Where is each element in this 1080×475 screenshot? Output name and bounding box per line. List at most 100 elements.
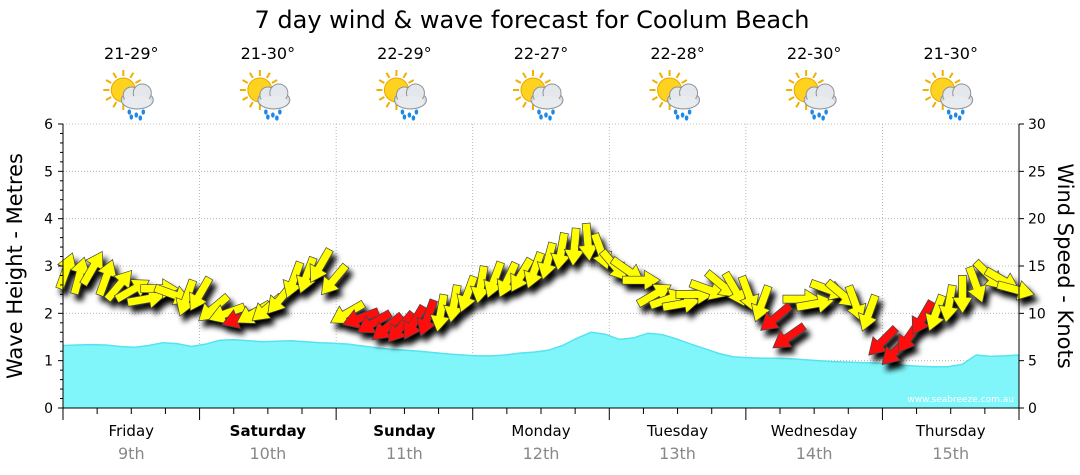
- y-left-tick-label: 3: [44, 259, 53, 275]
- sun-cloud-rain-icon: [239, 70, 291, 121]
- day-date-label: 15th: [932, 444, 969, 463]
- day-date-label: 12th: [523, 444, 560, 463]
- wave-height-line: [62, 331, 1020, 368]
- rain-drop: [407, 112, 412, 118]
- rain-drop: [411, 115, 416, 121]
- rain-drop: [675, 114, 680, 120]
- day-name-label: Saturday: [230, 422, 307, 440]
- y-right-tick-label: 0: [1028, 401, 1037, 417]
- sun-ray: [378, 79, 385, 84]
- rain-drop: [548, 115, 552, 121]
- sun-ray: [112, 101, 118, 108]
- wind-arrow: [622, 269, 662, 291]
- wind-arrow: [510, 256, 535, 293]
- y-right-tick-label: 10: [1028, 306, 1046, 322]
- rain-drop: [400, 109, 405, 115]
- wind-arrow: [416, 298, 439, 337]
- sun-ray: [539, 72, 544, 79]
- y-right-tick-label: 25: [1028, 164, 1046, 180]
- rain-drop: [127, 109, 132, 115]
- rain-drop: [539, 114, 543, 120]
- wind-arrow: [550, 231, 572, 272]
- y-axis-right-label: Wind Speed - Knots: [1053, 163, 1077, 368]
- sun-ray: [385, 101, 391, 108]
- cloud-base: [123, 96, 152, 108]
- sun-ray: [788, 96, 795, 101]
- sun-ray: [931, 72, 937, 79]
- rain-drop: [953, 112, 958, 118]
- rain-drop: [810, 109, 814, 115]
- sun-ray: [924, 96, 932, 101]
- sun-cloud-rain-icon: [786, 70, 837, 121]
- wind-arrow: [208, 302, 247, 325]
- wind-arrow: [635, 283, 672, 308]
- sun-ray: [651, 79, 658, 84]
- rain-drop: [812, 114, 816, 120]
- wind-arrow: [938, 284, 960, 324]
- sun-ray: [105, 96, 112, 101]
- sun-ray: [658, 72, 664, 79]
- rain-drop: [414, 109, 419, 115]
- y-right-tick-label: 20: [1028, 212, 1046, 228]
- cloud-base: [942, 96, 971, 108]
- rain-drop: [271, 112, 275, 118]
- rain-drop: [957, 115, 962, 121]
- rain-drop: [960, 109, 965, 115]
- y-right-tick-label: 15: [1028, 259, 1046, 275]
- wind-arrow: [403, 303, 428, 340]
- rain-drop: [821, 115, 825, 121]
- rain-drop: [684, 115, 689, 121]
- wind-arrow: [469, 265, 491, 305]
- wind-arrow: [523, 251, 546, 290]
- day-name-label: Friday: [109, 422, 155, 440]
- wind-arrow: [737, 274, 760, 313]
- wind-arrow: [309, 247, 334, 284]
- axes: 0 1 2 3 4 5 6 0 5 10 15 20 25 30: [44, 117, 1046, 420]
- chart-title: 7 day wind & wave forecast for Coolum Be…: [255, 6, 810, 34]
- day-date-label: 14th: [796, 444, 833, 463]
- sun-ray: [788, 79, 795, 84]
- watermark: www.seabreeze.com.au: [907, 395, 1014, 405]
- y-left-tick-label: 5: [44, 164, 53, 180]
- temperature-range-label: 22-28°: [650, 44, 705, 63]
- wind-arrow: [868, 324, 899, 356]
- day-date-label: 11th: [386, 444, 423, 463]
- rain-drop: [278, 109, 282, 115]
- cloud-base: [259, 96, 288, 108]
- wave-height-series: [62, 331, 1020, 408]
- wave-height-area: [63, 332, 1019, 408]
- sun-ray: [271, 79, 278, 84]
- cloud-base: [396, 96, 425, 108]
- y-left-tick-label: 1: [44, 354, 53, 370]
- temperature-range-label: 21-30°: [923, 44, 978, 63]
- sun-ray: [658, 101, 664, 108]
- rain-drop: [948, 114, 953, 120]
- rain-drop: [537, 109, 541, 115]
- sun-ray: [795, 101, 801, 108]
- wind-arrow: [536, 241, 558, 281]
- rain-drop: [275, 115, 279, 121]
- cloud-base: [533, 96, 561, 108]
- day-name-label: Sunday: [373, 422, 436, 440]
- wind-arrow: [844, 284, 867, 323]
- temperature-range-label: 22-30°: [787, 44, 842, 63]
- sun-cloud-rain-icon: [376, 70, 427, 121]
- wind-arrow: [563, 227, 585, 267]
- wind-arrow: [95, 258, 117, 298]
- wind-arrow: [69, 256, 91, 296]
- wind-arrow: [965, 265, 987, 304]
- day-name-label: Wednesday: [771, 422, 858, 440]
- sun-ray: [544, 79, 551, 84]
- wind-arrow: [79, 250, 104, 287]
- wind-arrow: [795, 292, 835, 314]
- wind-arrow: [372, 311, 405, 341]
- rain-drop: [817, 112, 821, 118]
- temperature-range-label: 22-29°: [377, 44, 432, 63]
- temperature-range-label: 21-29°: [104, 44, 159, 63]
- sun-ray: [385, 72, 391, 79]
- sun-ray: [931, 101, 937, 108]
- rain-drop: [266, 114, 270, 120]
- sun-cloud-rain-icon: [922, 70, 974, 121]
- sun-ray: [105, 79, 112, 84]
- sun-ray: [954, 79, 961, 84]
